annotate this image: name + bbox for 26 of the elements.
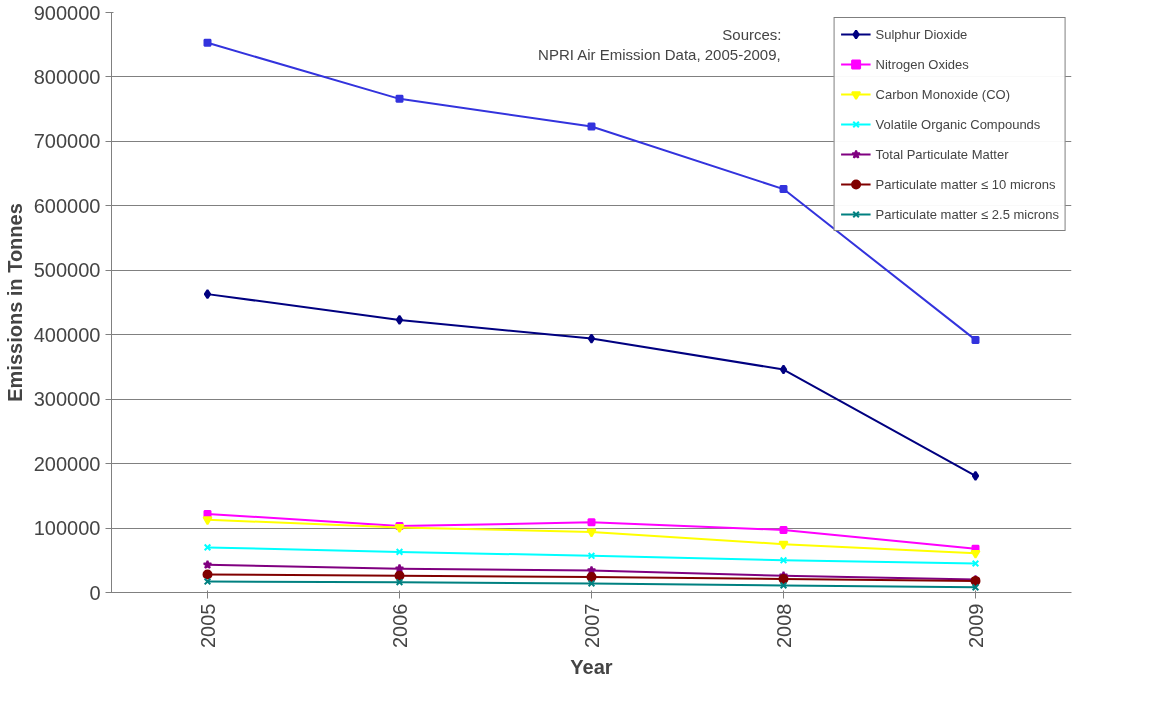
x-tick-label: 2005 bbox=[196, 603, 219, 648]
y-tick-label: 200000 bbox=[33, 452, 101, 475]
y-axis-title: Emissions in Tonnes bbox=[3, 203, 26, 402]
y-tick-label: 700000 bbox=[33, 130, 101, 153]
x-tick-label: 2008 bbox=[772, 603, 795, 648]
legend-label: Volatile Organic Compounds bbox=[875, 116, 1041, 132]
y-tick-label: 400000 bbox=[33, 323, 101, 346]
legend-label: Nitrogen Oxides bbox=[875, 56, 969, 72]
legend-label: Sulphur Dioxide bbox=[875, 26, 968, 42]
y-tick-label: 300000 bbox=[33, 388, 101, 411]
y-tick-label: 600000 bbox=[33, 194, 101, 217]
x-tick-label: 2007 bbox=[580, 603, 603, 648]
legend-label: Carbon Monoxide (CO) bbox=[875, 86, 1010, 102]
y-tick-label: 800000 bbox=[33, 65, 101, 88]
annotation: Sources: bbox=[722, 25, 782, 43]
legend-label: Total Particulate Matter bbox=[875, 146, 1009, 162]
legend-label: Particulate matter ≤ 10 microns bbox=[875, 176, 1056, 192]
x-axis-title: Year bbox=[570, 655, 613, 678]
y-tick-label: 100000 bbox=[33, 517, 101, 540]
legend-label: Particulate matter ≤ 2.5 microns bbox=[875, 206, 1059, 222]
y-tick-label: 500000 bbox=[33, 259, 101, 282]
annotation: NPRI Air Emission Data, 2005-2009, bbox=[538, 45, 781, 63]
y-tick-label: 900000 bbox=[33, 1, 101, 24]
y-tick-label: 0 bbox=[89, 581, 101, 604]
x-tick-label: 2009 bbox=[964, 603, 987, 648]
x-tick-label: 2006 bbox=[388, 603, 411, 648]
